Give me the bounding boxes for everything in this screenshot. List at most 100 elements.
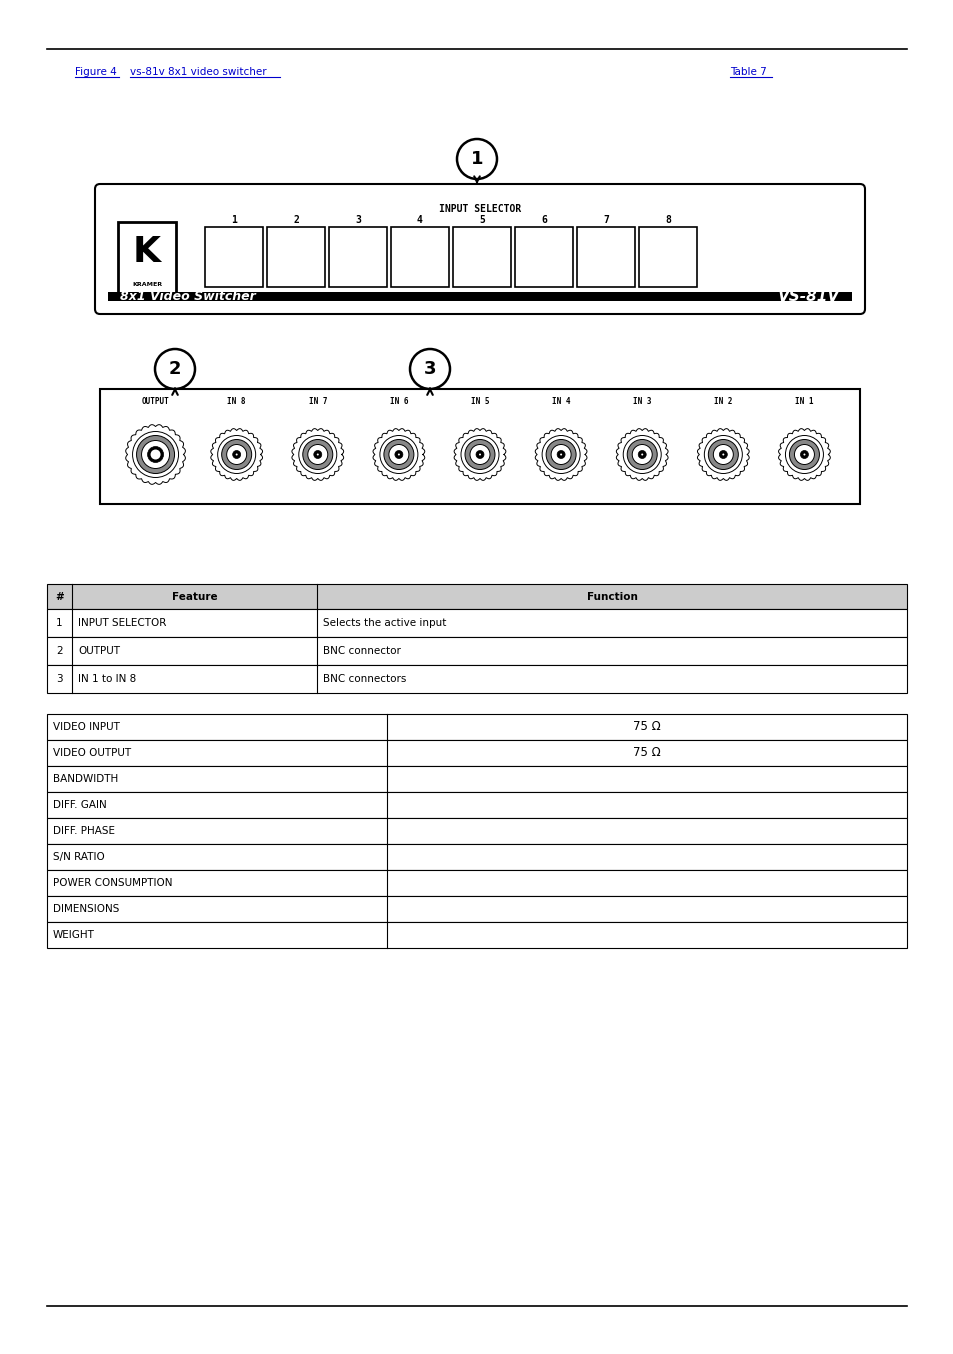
Bar [47,741,906,766]
Circle shape [389,444,409,464]
Text: Figure 4: Figure 4 [75,66,116,77]
Polygon shape [778,429,829,481]
Text: 3: 3 [56,674,63,684]
Circle shape [132,432,178,478]
Text: 8x1 Video Switcher: 8x1 Video Switcher [120,290,255,303]
Text: IN 6: IN 6 [389,397,408,405]
Text: OUTPUT: OUTPUT [142,397,170,405]
Text: IN 1 to IN 8: IN 1 to IN 8 [78,674,136,684]
Circle shape [136,436,174,474]
Bar [100,389,859,504]
Text: BNC connector: BNC connector [323,646,400,655]
Text: 1: 1 [56,617,63,628]
Bar [47,609,906,636]
Text: DIFF. PHASE: DIFF. PHASE [53,826,115,835]
Text: 75 Ω: 75 Ω [633,720,660,734]
Circle shape [638,451,645,459]
FancyBboxPatch shape [95,184,864,314]
Circle shape [316,454,318,455]
Text: DIMENSIONS: DIMENSIONS [53,904,119,914]
Bar [47,871,906,896]
Text: 1: 1 [470,150,483,168]
Bar [47,665,906,693]
Circle shape [397,454,399,455]
Circle shape [789,440,819,470]
Circle shape [802,454,804,455]
Bar [47,818,906,844]
Text: #: # [55,592,64,601]
Text: vs-81v 8x1 video switcher: vs-81v 8x1 video switcher [130,66,266,77]
Text: IN 2: IN 2 [714,397,732,405]
Text: 8: 8 [664,215,670,225]
Bar [47,844,906,871]
Circle shape [719,451,726,459]
Polygon shape [616,429,667,481]
Circle shape [557,451,564,459]
Text: IN 5: IN 5 [470,397,489,405]
Text: 7: 7 [602,215,608,225]
Circle shape [703,436,741,474]
Bar [47,766,906,792]
Text: WEIGHT: WEIGHT [53,930,94,940]
Circle shape [632,444,652,464]
Circle shape [141,440,170,468]
Text: 2: 2 [56,646,63,655]
Circle shape [784,436,822,474]
Text: S/N RATIO: S/N RATIO [53,852,105,862]
Circle shape [460,436,498,474]
Text: INPUT SELECTOR: INPUT SELECTOR [438,204,520,214]
Text: INPUT SELECTOR: INPUT SELECTOR [78,617,166,628]
Text: OUTPUT: OUTPUT [78,646,120,655]
Bar [267,227,325,287]
Text: VS-81V: VS-81V [777,288,840,305]
Bar [329,227,387,287]
Circle shape [713,444,733,464]
Text: 2: 2 [169,360,181,378]
Text: 6: 6 [540,215,546,225]
Text: 4: 4 [416,215,422,225]
Circle shape [545,440,576,470]
Circle shape [235,454,237,455]
Text: IN 4: IN 4 [551,397,570,405]
Text: Feature: Feature [172,592,217,601]
Bar [47,714,906,741]
Text: Function: Function [586,592,637,601]
Circle shape [476,451,483,459]
Text: BNC connectors: BNC connectors [323,674,406,684]
Circle shape [227,444,247,464]
Bar [108,292,851,301]
Circle shape [314,451,321,459]
Text: POWER CONSUMPTION: POWER CONSUMPTION [53,877,172,888]
Bar [118,222,175,294]
Text: 3: 3 [423,360,436,378]
Text: IN 7: IN 7 [308,397,327,405]
Circle shape [559,454,561,455]
Bar [453,227,511,287]
Circle shape [221,440,252,470]
Text: BANDWIDTH: BANDWIDTH [53,774,118,784]
Circle shape [233,451,240,459]
Polygon shape [373,429,424,481]
Circle shape [626,440,657,470]
Bar [47,922,906,948]
Circle shape [302,440,333,470]
Polygon shape [697,429,748,481]
Circle shape [541,436,579,474]
Circle shape [298,436,336,474]
Polygon shape [126,425,185,485]
Bar [577,227,635,287]
Circle shape [478,454,480,455]
Text: Table 7: Table 7 [729,66,766,77]
Circle shape [395,451,402,459]
Bar [47,896,906,922]
Text: 3: 3 [355,215,360,225]
Text: DIFF. GAIN: DIFF. GAIN [53,800,107,810]
Circle shape [308,444,328,464]
Text: IN 1: IN 1 [795,397,813,405]
Text: IN 8: IN 8 [227,397,246,405]
Text: IN 3: IN 3 [632,397,651,405]
Circle shape [464,440,495,470]
Circle shape [721,454,723,455]
Circle shape [707,440,738,470]
Text: Selects the active input: Selects the active input [323,617,446,628]
